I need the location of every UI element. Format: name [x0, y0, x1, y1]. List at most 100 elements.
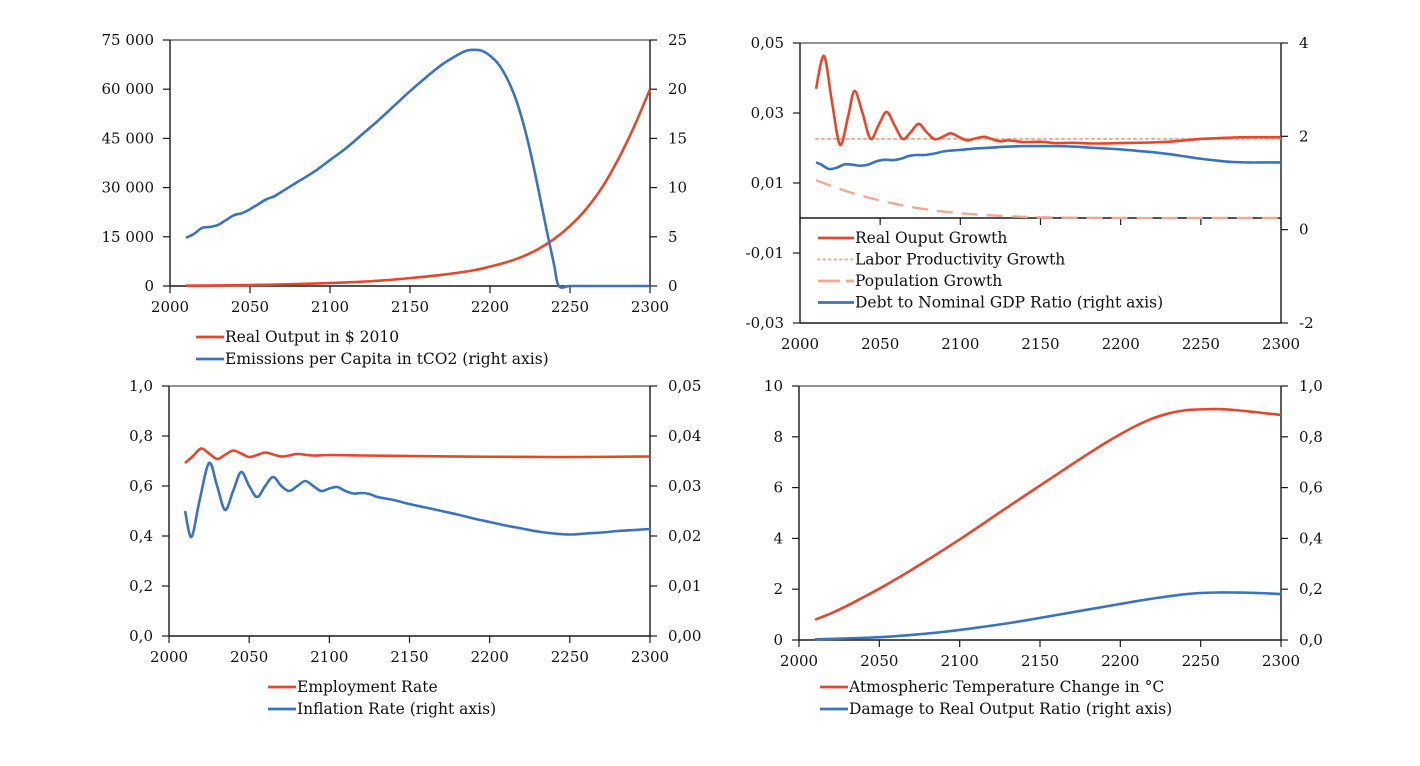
x-tick-label: 2150	[391, 298, 429, 316]
x-tick-label: 2150	[390, 648, 428, 666]
x-tick-label: 2200	[471, 298, 509, 316]
series-line-emissions-per-capita-in-tco2-right-axis	[185, 48, 650, 289]
x-tick-label: 2100	[311, 298, 349, 316]
left-y-tick-label: 30 000	[102, 179, 155, 197]
x-tick-label: 2300	[631, 298, 669, 316]
left-y-tick-label: 15 000	[102, 228, 155, 246]
chart-employment-inflation: 0,0 0,2 0,4 0,6 0,8 1,0 0,00 0,01 0,02 0,03 0,04 0,…	[129, 377, 701, 718]
legend: Real Output in $ 2010 Emissions per Capit…	[196, 328, 549, 368]
x-tick-label: 2200	[471, 648, 509, 666]
legend-label: Damage to Real Output Ratio (right axis)	[849, 700, 1172, 718]
left-y-tick-label: 0,2	[129, 577, 153, 595]
right-y-tick-label: 0,2	[1299, 580, 1323, 598]
right-y-tick-label: 1,0	[1299, 377, 1323, 395]
legend-label: Employment Rate	[297, 678, 438, 696]
left-y-tick-label: 10	[764, 377, 783, 395]
left-y-tick-label: 0,4	[129, 527, 153, 545]
right-y-tick-label: 0,02	[668, 527, 701, 545]
x-tick-label: 2200	[1101, 652, 1139, 670]
left-y-tick-label: 6	[773, 479, 783, 497]
series-line-atmospheric-temperature-change-in-c	[814, 407, 1282, 621]
x-tick-label: 2050	[861, 335, 899, 353]
x-tick-label: 2250	[551, 648, 589, 666]
right-y-tick-label: 0	[1299, 221, 1309, 239]
left-y-tick-label: 0	[773, 631, 783, 649]
left-y-tick-label: 0,03	[751, 104, 784, 122]
series-line-population-growth	[815, 179, 1281, 220]
left-y-tick-label: 45 000	[102, 129, 155, 147]
left-y-tick-label: -0,01	[746, 244, 784, 262]
chart-temperature-damage: 0 2 4 6 8 10 0,0 0,2 0,4 0,6 0,8 1,0 2000 2050 2100 215…	[764, 377, 1323, 718]
right-y-tick-label: 4	[1299, 34, 1309, 52]
legend-label: Debt to Nominal GDP Ratio (right axis)	[855, 294, 1163, 312]
right-y-tick-label: 0,6	[1299, 479, 1323, 497]
right-y-tick-label: -2	[1299, 314, 1314, 332]
left-y-tick-label: 75 000	[102, 31, 155, 49]
x-tick-label: 2300	[1262, 335, 1300, 353]
x-tick-label: 2200	[1102, 335, 1140, 353]
chart-growth-debt: -0,03 -0,01 0,01 0,03 0,05 -2 0 2 4 2000 2050 2100 2…	[746, 34, 1314, 353]
series-line-real-output-in-2010	[185, 88, 652, 287]
x-tick-label: 2100	[310, 648, 348, 666]
left-y-tick-label: 4	[773, 529, 783, 547]
series-line-inflation-rate-right-axis	[183, 461, 651, 539]
left-y-tick-label: 0,0	[129, 627, 153, 645]
right-y-tick-label: 0,01	[668, 577, 701, 595]
x-tick-label: 2150	[1021, 335, 1059, 353]
left-y-tick-label: 60 000	[102, 80, 155, 98]
right-y-tick-label: 25	[668, 31, 687, 49]
x-tick-label: 2000	[781, 335, 819, 353]
x-tick-label: 2100	[941, 652, 979, 670]
legend-label: Emissions per Capita in tCO2 (right axis…	[225, 350, 549, 368]
legend: Real Ouput Growth Labor Productivity Grow…	[817, 229, 1163, 312]
right-y-tick-label: 15	[668, 129, 687, 147]
legend: Atmospheric Temperature Change in °C Dama…	[820, 678, 1172, 718]
x-tick-label: 2000	[150, 648, 188, 666]
left-y-tick-label: 0,01	[751, 174, 784, 192]
x-tick-label: 2000	[780, 652, 818, 670]
series-line-real-ouput-growth	[814, 54, 1281, 147]
left-y-tick-label: 0,05	[751, 34, 784, 52]
legend-label: Population Growth	[855, 272, 1002, 290]
right-y-tick-label: 0,00	[668, 627, 701, 645]
legend-label: Real Ouput Growth	[855, 229, 1007, 247]
chart-output-emissions: 0 15 000 30 000 45 000 60 000 75 000 0 5 10 15 20 2…	[102, 31, 688, 368]
right-y-tick-label: 2	[1299, 127, 1309, 145]
x-tick-label: 2250	[551, 298, 589, 316]
x-tick-label: 2250	[1182, 335, 1220, 353]
right-y-tick-label: 0,05	[668, 377, 701, 395]
x-tick-label: 2050	[230, 648, 268, 666]
series-line-damage-to-real-output-ratio-right-axis	[815, 591, 1282, 641]
x-tick-label: 2300	[1262, 652, 1300, 670]
right-y-tick-label: 0	[668, 277, 678, 295]
right-y-tick-label: 0,03	[668, 477, 701, 495]
right-y-tick-label: 0,04	[668, 427, 701, 445]
x-tick-label: 2100	[941, 335, 979, 353]
left-y-tick-label: 8	[773, 428, 783, 446]
right-y-tick-label: 10	[668, 179, 687, 197]
legend-label: Real Output in $ 2010	[225, 328, 399, 346]
x-tick-label: 2000	[151, 298, 189, 316]
right-y-tick-label: 5	[668, 228, 678, 246]
series-line-employment-rate	[184, 447, 651, 464]
left-y-tick-label: 0	[144, 277, 154, 295]
right-y-tick-label: 0,0	[1299, 631, 1323, 649]
left-y-tick-label: 0,6	[129, 477, 153, 495]
legend-label: Atmospheric Temperature Change in °C	[848, 678, 1164, 696]
left-y-tick-label: 2	[773, 580, 783, 598]
x-tick-label: 2050	[860, 652, 898, 670]
x-tick-label: 2050	[231, 298, 269, 316]
legend-label: Inflation Rate (right axis)	[297, 700, 496, 718]
left-y-tick-label: 1,0	[129, 377, 153, 395]
series-line-debt-to-nominal-gdp-ratio-right-axis	[815, 144, 1281, 171]
left-y-tick-label: 0,8	[129, 427, 153, 445]
legend-label: Labor Productivity Growth	[855, 251, 1065, 269]
left-y-tick-label: -0,03	[746, 314, 784, 332]
x-tick-label: 2300	[631, 648, 669, 666]
legend: Employment Rate Inflation Rate (right axi…	[268, 678, 496, 718]
x-tick-label: 2150	[1021, 652, 1059, 670]
right-y-tick-label: 0,4	[1299, 529, 1323, 547]
x-tick-label: 2250	[1182, 652, 1220, 670]
right-y-tick-label: 0,8	[1299, 428, 1323, 446]
